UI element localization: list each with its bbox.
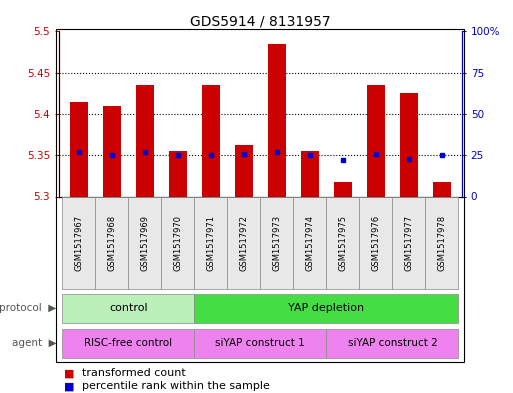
Text: GSM1517978: GSM1517978: [438, 215, 446, 271]
Text: GSM1517975: GSM1517975: [339, 215, 347, 271]
Bar: [62, 294, 194, 323]
Text: RISC-free control: RISC-free control: [84, 338, 172, 349]
Bar: [293, 196, 326, 289]
Text: GSM1517977: GSM1517977: [404, 215, 413, 271]
Text: transformed count: transformed count: [82, 368, 186, 378]
Text: GSM1517974: GSM1517974: [305, 215, 314, 271]
Bar: [235, 145, 253, 196]
Bar: [392, 196, 425, 289]
Text: GSM1517970: GSM1517970: [173, 215, 182, 271]
Text: YAP depletion: YAP depletion: [288, 303, 364, 313]
Bar: [425, 196, 459, 289]
Bar: [334, 182, 352, 196]
Text: siYAP construct 1: siYAP construct 1: [215, 338, 305, 349]
Bar: [202, 85, 220, 196]
Bar: [62, 196, 95, 289]
Text: GSM1517969: GSM1517969: [141, 215, 149, 271]
Text: GSM1517976: GSM1517976: [371, 215, 380, 271]
Text: ■: ■: [64, 381, 74, 391]
Bar: [194, 196, 227, 289]
Bar: [400, 94, 418, 196]
Text: GSM1517971: GSM1517971: [206, 215, 215, 271]
Bar: [103, 106, 121, 196]
Bar: [161, 196, 194, 289]
Bar: [268, 44, 286, 196]
Text: GSM1517973: GSM1517973: [272, 215, 281, 271]
Bar: [433, 182, 451, 196]
Bar: [128, 196, 161, 289]
Bar: [194, 294, 459, 323]
Bar: [360, 196, 392, 289]
Title: GDS5914 / 8131957: GDS5914 / 8131957: [190, 15, 331, 29]
Bar: [227, 196, 261, 289]
Bar: [367, 85, 385, 196]
Bar: [261, 196, 293, 289]
Text: GSM1517972: GSM1517972: [240, 215, 248, 271]
Text: ■: ■: [64, 368, 74, 378]
Bar: [301, 151, 319, 196]
Bar: [136, 85, 154, 196]
Text: GSM1517967: GSM1517967: [74, 215, 83, 271]
Text: GSM1517968: GSM1517968: [107, 215, 116, 271]
Bar: [62, 329, 194, 358]
Text: agent  ▶: agent ▶: [12, 338, 56, 349]
Text: siYAP construct 2: siYAP construct 2: [347, 338, 437, 349]
Bar: [326, 196, 360, 289]
Bar: [95, 196, 128, 289]
Bar: [169, 151, 187, 196]
Text: protocol  ▶: protocol ▶: [0, 303, 56, 313]
Text: percentile rank within the sample: percentile rank within the sample: [82, 381, 270, 391]
Text: control: control: [109, 303, 148, 313]
Bar: [70, 101, 88, 196]
Bar: [194, 329, 326, 358]
Bar: [326, 329, 459, 358]
